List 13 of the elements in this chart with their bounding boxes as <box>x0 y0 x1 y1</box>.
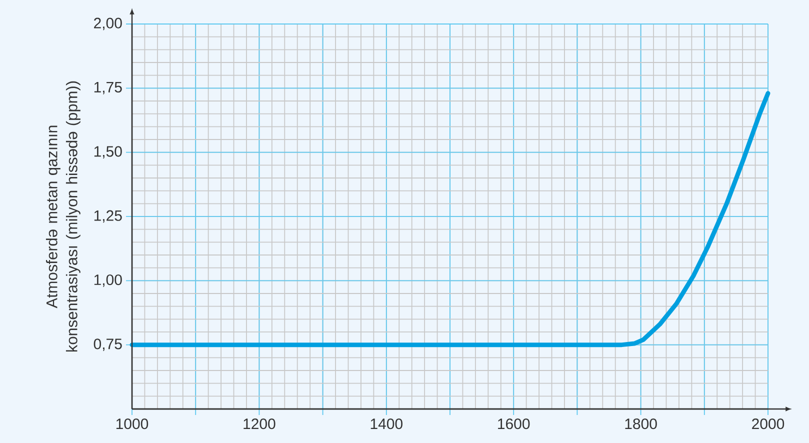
y-axis-title: Atmosferdə metan qazının konsentrasiyası (milyon hissədə (ppm)) <box>46 81 80 352</box>
x-tick-label: 1600 <box>498 418 530 430</box>
x-tick-label: 1000 <box>116 418 148 430</box>
x-tick-label: 2000 <box>752 418 784 430</box>
y-tick-label: 0,75 <box>94 338 122 352</box>
x-tick-label: 1200 <box>244 418 276 430</box>
y-tick-label: 1,75 <box>94 82 122 94</box>
x-tick-label: 1400 <box>370 418 402 430</box>
y-tick-label: 1,00 <box>94 274 122 287</box>
y-tick-label: 1,50 <box>94 146 122 159</box>
y-tick-label: 1,25 <box>94 210 122 223</box>
y-tick-label: 2,00 <box>94 18 122 30</box>
x-tick-label: 1800 <box>625 418 657 430</box>
